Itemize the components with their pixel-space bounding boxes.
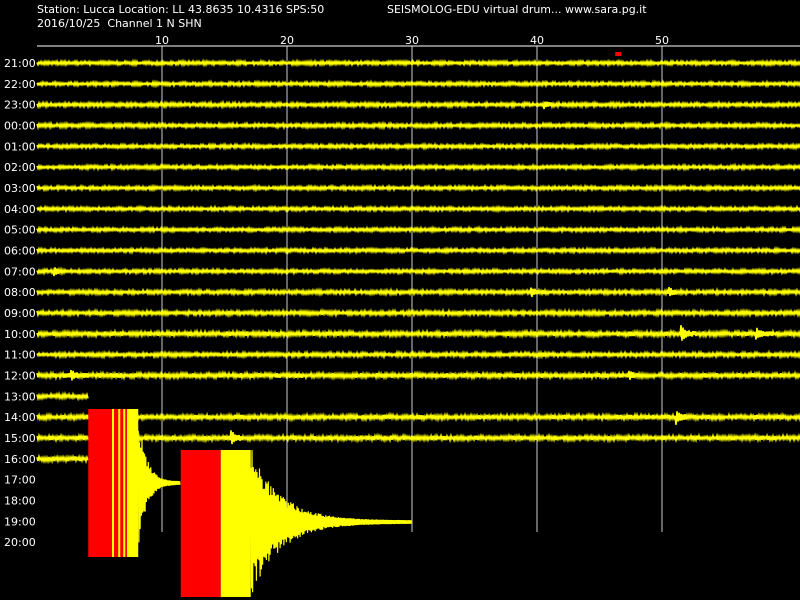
quake-saturation-block <box>127 409 139 557</box>
quake-stripe <box>112 409 114 557</box>
hour-label: 19:00 <box>4 515 36 528</box>
trace-row <box>36 349 800 360</box>
trace-row <box>36 79 800 89</box>
trace-row <box>36 411 800 425</box>
quake-stripe <box>118 409 121 557</box>
earthquake-layer <box>88 409 412 597</box>
marker-layer <box>615 52 622 56</box>
hour-label: 12:00 <box>4 369 36 382</box>
hour-label: 11:00 <box>4 349 36 362</box>
quake-coda <box>137 430 181 543</box>
trace-row <box>36 162 800 172</box>
trace-row <box>36 204 800 214</box>
trace-row <box>36 430 800 445</box>
quake-saturation-block <box>220 450 251 597</box>
trace-row <box>36 453 89 465</box>
trace-row <box>36 141 800 152</box>
trace-row <box>36 390 89 402</box>
trace-row <box>36 245 800 256</box>
trace-row <box>36 99 800 110</box>
trace-row <box>36 369 800 381</box>
tick-label-40: 40 <box>530 34 544 47</box>
hour-label: 18:00 <box>4 494 36 507</box>
tick-label-20: 20 <box>280 34 294 47</box>
date-channel-text: 2016/10/25 Channel 1 N SHN <box>37 17 202 30</box>
quake-coda <box>250 450 412 593</box>
hour-label: 05:00 <box>4 224 36 237</box>
hour-label: 09:00 <box>4 307 36 320</box>
station-info-text: Station: Lucca Location: LL 43.8635 10.4… <box>37 3 325 16</box>
hour-label: 13:00 <box>4 390 36 403</box>
hour-label: 02:00 <box>4 161 36 174</box>
hour-label: 06:00 <box>4 244 36 257</box>
hour-label: 03:00 <box>4 182 36 195</box>
quake-stripe <box>123 409 126 557</box>
trace-row <box>36 286 800 298</box>
quake-clip-block <box>180 450 221 597</box>
trace-row <box>36 224 800 235</box>
hour-label: 07:00 <box>4 265 36 278</box>
hour-label: 10:00 <box>4 328 36 341</box>
hour-label: 01:00 <box>4 140 36 153</box>
trace-row <box>36 266 800 277</box>
hour-label: 21:00 <box>4 57 36 70</box>
hour-label: 08:00 <box>4 286 36 299</box>
hour-label: 15:00 <box>4 432 36 445</box>
trace-row <box>36 325 800 341</box>
hour-label: 23:00 <box>4 99 36 112</box>
trace-row <box>36 183 800 193</box>
trace-row <box>36 120 800 131</box>
minute-ticks: 10 20 30 40 50 <box>155 34 669 47</box>
tick-label-30: 30 <box>405 34 419 47</box>
hour-label: 16:00 <box>4 453 36 466</box>
trace-layer <box>36 58 800 465</box>
trace-row <box>36 58 800 68</box>
trace-row <box>36 307 800 319</box>
hour-labels: 21:00 22:00 23:00 00:00 01:00 02:00 03:00 04:00… <box>4 57 36 549</box>
hour-label: 00:00 <box>4 119 36 132</box>
hour-label: 17:00 <box>4 474 36 487</box>
quake-clip-block <box>88 409 127 557</box>
hour-label: 04:00 <box>4 203 36 216</box>
hour-label: 22:00 <box>4 78 36 91</box>
time-marker <box>615 52 622 56</box>
hour-label: 14:00 <box>4 411 36 424</box>
hour-label: 20:00 <box>4 536 36 549</box>
tick-label-10: 10 <box>155 34 169 47</box>
tick-label-50: 50 <box>655 34 669 47</box>
drum-title-text: SEISMOLOG-EDU virtual drum... www.sara.p… <box>387 3 647 16</box>
grid-layer <box>37 45 800 532</box>
